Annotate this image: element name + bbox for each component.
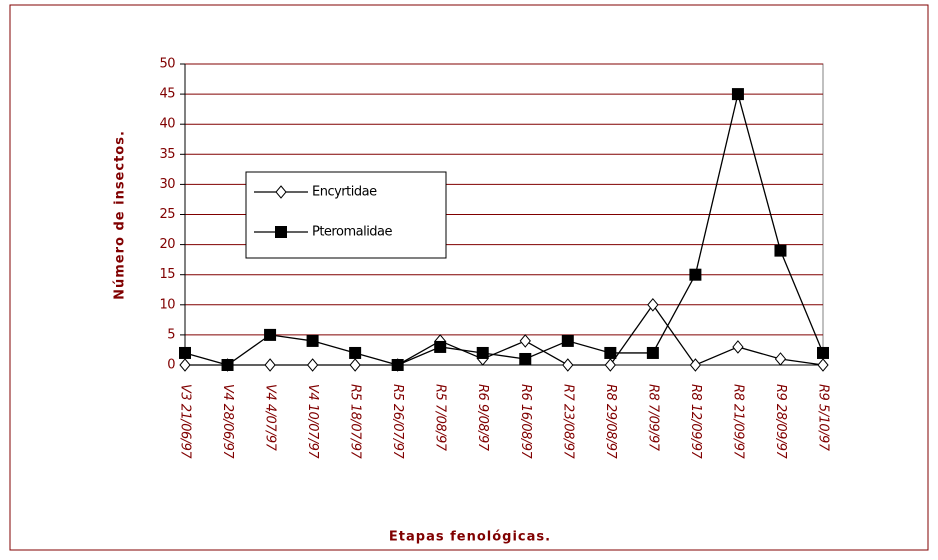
legend xyxy=(245,171,447,259)
legend-marker xyxy=(275,226,287,238)
marker xyxy=(179,358,191,372)
x-tick-label: R9 5/10/97 xyxy=(816,384,831,452)
marker xyxy=(519,352,532,365)
x-tick-label: R6 16/08/97 xyxy=(518,384,533,460)
x-axis-title: Etapas fenológicas. xyxy=(389,530,551,545)
marker xyxy=(646,346,659,359)
marker xyxy=(306,334,319,347)
legend-label: Pteromalidae xyxy=(312,225,393,240)
x-tick-label: R8 12/09/97 xyxy=(688,384,703,460)
series-line xyxy=(184,93,824,366)
marker xyxy=(349,358,361,372)
x-tick-label: R8 7/09/97 xyxy=(645,384,660,452)
y-axis-title: Número de insectos. xyxy=(113,130,128,300)
y-tick-label: 5 xyxy=(167,327,175,342)
marker xyxy=(221,359,234,371)
x-tick-label: R5 18/07/97 xyxy=(348,384,363,460)
legend-marker xyxy=(275,185,287,199)
marker xyxy=(476,346,489,359)
marker xyxy=(604,358,616,372)
y-tick-label: 0 xyxy=(167,358,175,373)
marker xyxy=(817,358,829,372)
y-tick-label: 25 xyxy=(159,207,175,222)
marker xyxy=(264,358,276,372)
marker xyxy=(179,346,191,359)
marker xyxy=(561,334,574,347)
marker xyxy=(434,340,447,353)
y-tick-label: 45 xyxy=(159,87,175,102)
marker xyxy=(349,346,362,359)
marker xyxy=(264,328,277,341)
y-tick-label: 15 xyxy=(159,267,175,282)
x-tick-label: R7 23/08/97 xyxy=(560,384,575,460)
y-tick-label: 10 xyxy=(159,297,175,312)
legend-label: Encyrtidae xyxy=(312,185,377,200)
marker xyxy=(774,244,787,257)
y-tick-label: 35 xyxy=(159,147,175,162)
x-tick-label: V4 10/07/97 xyxy=(305,384,320,459)
marker xyxy=(391,359,404,371)
marker xyxy=(774,352,787,366)
x-tick-label: V4 28/06/97 xyxy=(220,384,235,459)
y-tick-label: 50 xyxy=(159,57,175,72)
marker xyxy=(519,334,531,348)
x-tick-label: R8 29/08/97 xyxy=(603,384,618,460)
marker xyxy=(562,358,574,372)
x-tick-label: R8 21/09/97 xyxy=(730,384,745,460)
y-tick-label: 30 xyxy=(159,177,175,192)
marker xyxy=(604,346,617,359)
x-tick-label: R6 9/08/97 xyxy=(475,384,490,452)
y-tick-label: 40 xyxy=(159,117,175,132)
x-tick-label: R5 7/08/97 xyxy=(433,384,448,452)
marker xyxy=(689,268,702,281)
x-tick-label: R5 26/07/97 xyxy=(390,384,405,460)
marker xyxy=(689,358,702,372)
x-tick-label: V3 21/06/97 xyxy=(178,384,193,459)
marker xyxy=(306,358,319,372)
x-tick-label: V4 4/07/97 xyxy=(263,384,278,452)
x-tick-label: R9 28/09/97 xyxy=(773,384,788,460)
marker xyxy=(647,298,659,312)
y-tick-label: 20 xyxy=(159,237,175,252)
marker xyxy=(817,346,829,359)
frame xyxy=(9,4,929,551)
series-line xyxy=(185,303,824,366)
marker xyxy=(732,340,744,354)
marker xyxy=(731,88,744,101)
